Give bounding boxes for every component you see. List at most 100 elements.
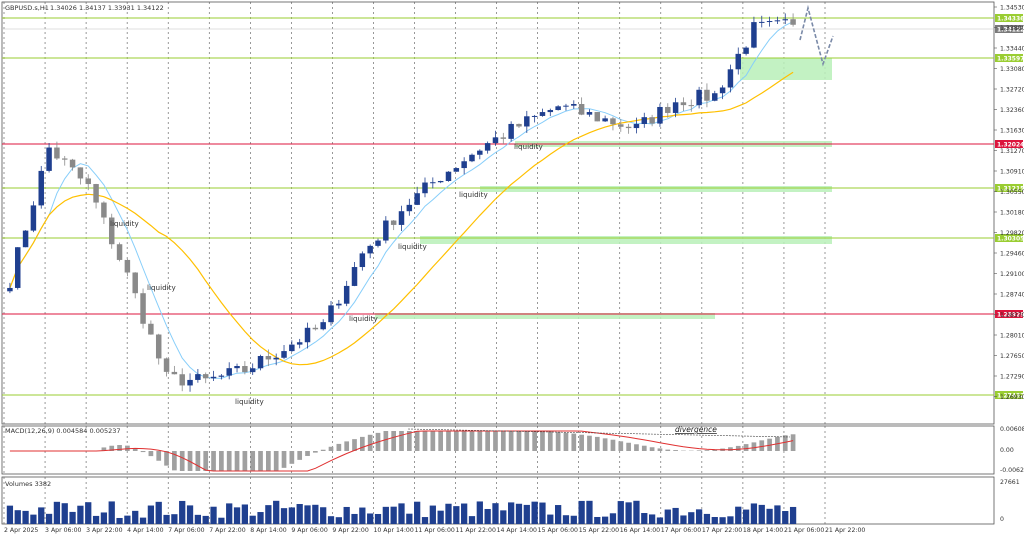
candle-body bbox=[586, 112, 593, 115]
candle-body bbox=[759, 21, 765, 23]
moving-averages bbox=[9, 21, 794, 379]
candle-body bbox=[249, 368, 256, 373]
macd-title: MACD(12,26,9) 0.004584 0.005237 bbox=[5, 427, 121, 435]
volume-bar bbox=[633, 500, 640, 524]
candle-body bbox=[77, 167, 84, 179]
time-tick-label: 15 Apr 06:00 bbox=[538, 527, 578, 534]
volume-bar bbox=[625, 502, 632, 524]
volume-bar bbox=[461, 503, 468, 524]
macd-signal-line bbox=[9, 430, 794, 472]
divergence-line bbox=[407, 428, 791, 438]
volume-bar bbox=[468, 516, 476, 524]
volume-bar bbox=[257, 512, 264, 524]
volume-bar bbox=[437, 510, 444, 524]
volume-bar bbox=[382, 506, 389, 524]
time-tick-label: 3 Apr 06:00 bbox=[45, 527, 81, 534]
candle-body bbox=[594, 112, 601, 122]
volume-bar bbox=[288, 507, 295, 524]
time-tick-label: 7 Apr 22:00 bbox=[209, 527, 245, 534]
volume-bar bbox=[539, 502, 546, 524]
time-tick-label: 21 Apr 06:00 bbox=[784, 527, 824, 534]
candle-body bbox=[375, 240, 381, 246]
candles bbox=[7, 13, 796, 392]
time-tick-label: 9 Apr 06:00 bbox=[291, 527, 327, 534]
candle-body bbox=[273, 357, 279, 360]
price-tick-label: 1.32720 bbox=[1000, 87, 1024, 94]
candle-body bbox=[69, 159, 76, 168]
candle-body bbox=[179, 374, 185, 386]
candle-body bbox=[727, 69, 734, 88]
time-tick-label: 9 Apr 22:00 bbox=[332, 527, 368, 534]
candle-body bbox=[328, 305, 334, 323]
candle-body bbox=[422, 182, 428, 194]
volume-bar bbox=[555, 505, 562, 524]
time-tick-label: 14 Apr 14:00 bbox=[497, 527, 537, 534]
volume-bar bbox=[398, 503, 405, 524]
volume-bar bbox=[139, 517, 147, 524]
volume-bar bbox=[335, 517, 342, 524]
price-tick-label: 1.33440 bbox=[1000, 46, 1024, 53]
volume-bar bbox=[186, 505, 194, 524]
candle-body bbox=[226, 368, 232, 376]
candle-body bbox=[665, 106, 671, 113]
volume-bar bbox=[304, 505, 311, 524]
volume-bar bbox=[312, 504, 319, 524]
candle-body bbox=[531, 115, 538, 117]
candle-body bbox=[383, 220, 389, 241]
volume-bar bbox=[609, 513, 617, 524]
macd-tick-label: 0.006088 bbox=[1000, 426, 1024, 433]
volume-bar bbox=[155, 501, 162, 524]
candle-body bbox=[766, 21, 773, 23]
time-tick-label: 15 Apr 22:00 bbox=[579, 527, 619, 534]
forecast-path bbox=[799, 4, 834, 67]
candle-body bbox=[195, 374, 201, 380]
price-tick-label: 1.26930 bbox=[1000, 394, 1024, 401]
volume-bar bbox=[343, 506, 350, 524]
volume-bar bbox=[617, 501, 624, 524]
volume-bar bbox=[108, 501, 115, 524]
volume-bar bbox=[233, 507, 241, 524]
volume-bar bbox=[742, 509, 750, 524]
candle-body bbox=[406, 204, 413, 212]
candle-body bbox=[390, 220, 397, 225]
candle-body bbox=[171, 371, 178, 375]
volume-bar bbox=[69, 511, 76, 524]
volume-bar bbox=[641, 513, 648, 524]
candle-body bbox=[649, 117, 655, 124]
candle-body bbox=[657, 106, 663, 124]
volume-bar bbox=[421, 517, 429, 524]
time-tick-label: 3 Apr 22:00 bbox=[86, 527, 122, 534]
candle-body bbox=[500, 137, 507, 139]
candle-body bbox=[445, 171, 452, 181]
time-tick-label: 21 Apr 22:00 bbox=[825, 527, 865, 534]
price-tick-label: 1.33800 bbox=[1000, 25, 1024, 32]
time-tick-label: 4 Apr 14:00 bbox=[127, 527, 163, 534]
candle-body bbox=[15, 247, 21, 288]
volume-bar bbox=[194, 514, 202, 524]
volume-bar bbox=[476, 501, 483, 524]
candle-body bbox=[320, 322, 326, 330]
volume-bar bbox=[703, 513, 711, 524]
volume-bar bbox=[218, 517, 225, 524]
candle-body bbox=[602, 118, 608, 122]
volume-bar bbox=[531, 501, 538, 524]
forecast-line bbox=[799, 4, 834, 67]
volume-bar bbox=[30, 514, 37, 524]
price-level-badge bbox=[995, 310, 1023, 318]
candle-body bbox=[367, 245, 373, 254]
price-tick-label: 1.27290 bbox=[1000, 374, 1024, 381]
candle-body bbox=[7, 287, 13, 292]
candle-body bbox=[477, 150, 483, 155]
candle-body bbox=[735, 53, 742, 70]
candle-body bbox=[430, 182, 436, 184]
price-tick-label: 1.29820 bbox=[1000, 230, 1024, 237]
price-tick-label: 1.31270 bbox=[1000, 148, 1024, 155]
candle-body bbox=[202, 374, 209, 379]
volume-bar bbox=[296, 504, 303, 524]
volume-bar bbox=[508, 502, 515, 524]
price-level-label: 1.33597 bbox=[997, 56, 1024, 63]
volume-bar bbox=[265, 505, 272, 524]
liquidity-zone bbox=[740, 58, 832, 80]
price-tick-label: 1.28010 bbox=[1000, 333, 1024, 340]
